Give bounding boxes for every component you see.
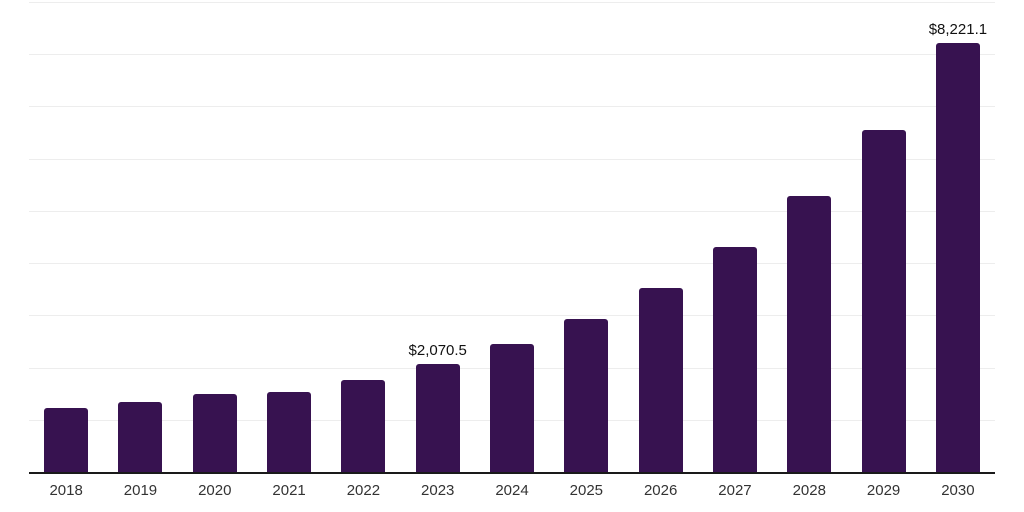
bar-2025 [564, 319, 609, 472]
bar-slot-2024 [475, 2, 549, 472]
bars-container: $2,070.5 $8,221.1 [29, 2, 995, 472]
x-tick-2018: 2018 [49, 482, 83, 499]
bar-slot-2029 [846, 2, 920, 472]
x-tick-2029: 2029 [866, 482, 901, 499]
bar-slot-2022 [326, 2, 400, 472]
x-axis: 2018 2019 2020 2021 2022 2023 2024 2025 2026 2027… [29, 482, 995, 499]
x-tick-2020: 2020 [198, 482, 232, 499]
bar-slot-2026 [624, 2, 698, 472]
x-tick-2026: 2026 [643, 482, 678, 499]
bar-2019 [118, 402, 163, 472]
bar-2030 [935, 42, 980, 472]
x-tick-2023: 2023 [421, 482, 455, 499]
bar-slot-2023: $2,070.5 [401, 2, 475, 472]
bar-2027 [712, 247, 757, 472]
bar-slot-2030: $8,221.1 [921, 2, 995, 472]
x-tick-2025: 2025 [569, 482, 604, 499]
bar-2029 [861, 130, 906, 472]
bar-2023 [415, 363, 460, 472]
x-tick-2030: 2030 [941, 482, 975, 499]
bar-slot-2018 [29, 2, 103, 472]
x-tick-2027: 2027 [718, 482, 752, 499]
bar-2022 [341, 380, 386, 472]
bar-2021 [267, 392, 312, 472]
bar-slot-2021 [252, 2, 326, 472]
bar-2018 [44, 408, 89, 472]
x-tick-2028: 2028 [792, 482, 826, 499]
bar-2020 [192, 393, 237, 472]
bar-slot-2020 [178, 2, 252, 472]
x-tick-2022: 2022 [346, 482, 381, 499]
value-label-2030: $8,221.1 [928, 20, 988, 38]
bar-slot-2028 [772, 2, 846, 472]
bar-slot-2027 [698, 2, 772, 472]
bar-2026 [638, 287, 683, 472]
x-tick-2019: 2019 [123, 482, 158, 499]
bar-2028 [787, 195, 832, 472]
x-tick-2021: 2021 [272, 482, 306, 499]
bar-2024 [490, 343, 535, 472]
bar-slot-2019 [103, 2, 177, 472]
x-tick-2024: 2024 [495, 482, 529, 499]
plot-area: $2,070.5 $8,221.1 [29, 2, 995, 474]
value-label-2023: $2,070.5 [408, 341, 467, 359]
bar-slot-2025 [549, 2, 623, 472]
